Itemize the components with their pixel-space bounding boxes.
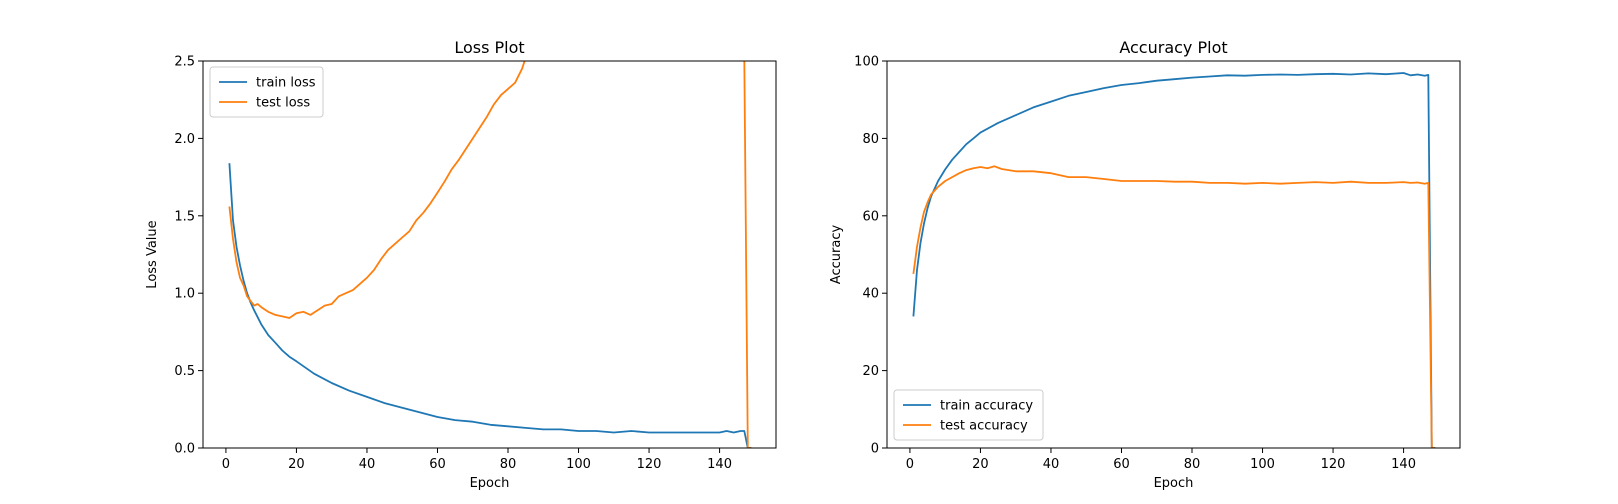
- x-tick-label: 140: [707, 457, 732, 472]
- x-tick-label: 20: [972, 457, 989, 472]
- y-tick-label: 0.5: [174, 364, 195, 379]
- y-tick-label: 0: [871, 442, 879, 457]
- y-tick-label: 2.5: [174, 55, 195, 70]
- x-tick-label: 0: [906, 457, 914, 472]
- chart-title: Accuracy Plot: [1119, 38, 1227, 57]
- loss-plot-panel: Loss Plot Epoch Loss Value 0 20 40 60 80 100 1…: [145, 38, 777, 491]
- series-line-train-accuracy: [912, 72, 1436, 448]
- x-tick-label: 100: [566, 457, 591, 472]
- x-tick-label: 60: [1113, 457, 1130, 472]
- legend-label: train loss: [256, 76, 316, 91]
- legend-label: train accuracy: [940, 399, 1033, 414]
- legend: train accuracy test accuracy: [893, 389, 1044, 441]
- plot-frame: [886, 60, 1461, 449]
- legend-label: test accuracy: [940, 419, 1028, 434]
- series-line-train-loss: [228, 163, 752, 448]
- y-tick-label: 0.0: [174, 442, 195, 457]
- x-tick-label: 140: [1391, 457, 1416, 472]
- x-tick-label: 100: [1250, 457, 1275, 472]
- y-tick-label: 20: [862, 364, 879, 379]
- plot-frame: [202, 60, 777, 449]
- series-line-test-loss: [228, 61, 752, 448]
- x-tick-label: 120: [1321, 457, 1346, 472]
- x-tick-label: 40: [359, 457, 376, 472]
- y-axis-label: Loss Value: [145, 220, 160, 288]
- y-axis-label: Accuracy: [829, 225, 844, 285]
- chart-title: Loss Plot: [454, 38, 524, 57]
- legend-box: [209, 66, 324, 118]
- x-tick-label: 120: [637, 457, 662, 472]
- legend-label: test loss: [256, 96, 310, 111]
- legend-box: [893, 389, 1044, 441]
- x-tick-label: 0: [222, 457, 230, 472]
- y-tick-label: 2.0: [174, 132, 195, 147]
- series-line-test-accuracy: [912, 165, 1436, 448]
- x-tick-label: 20: [288, 457, 305, 472]
- y-tick-label: 80: [862, 132, 879, 147]
- y-tick-label: 100: [854, 55, 879, 70]
- x-tick-label: 80: [500, 457, 517, 472]
- x-tick-label: 60: [429, 457, 446, 472]
- x-axis-label: Epoch: [1154, 476, 1194, 491]
- y-tick-label: 40: [862, 287, 879, 302]
- x-tick-label: 80: [1184, 457, 1201, 472]
- legend: train loss test loss: [209, 66, 324, 118]
- x-tick-label: 40: [1043, 457, 1060, 472]
- y-tick-label: 1.5: [174, 209, 195, 224]
- x-axis-label: Epoch: [470, 476, 510, 491]
- accuracy-plot-panel: Accuracy Plot Epoch Accuracy 0 20 40 60 80 10…: [829, 38, 1461, 491]
- y-tick-label: 60: [862, 209, 879, 224]
- y-tick-label: 1.0: [174, 287, 195, 302]
